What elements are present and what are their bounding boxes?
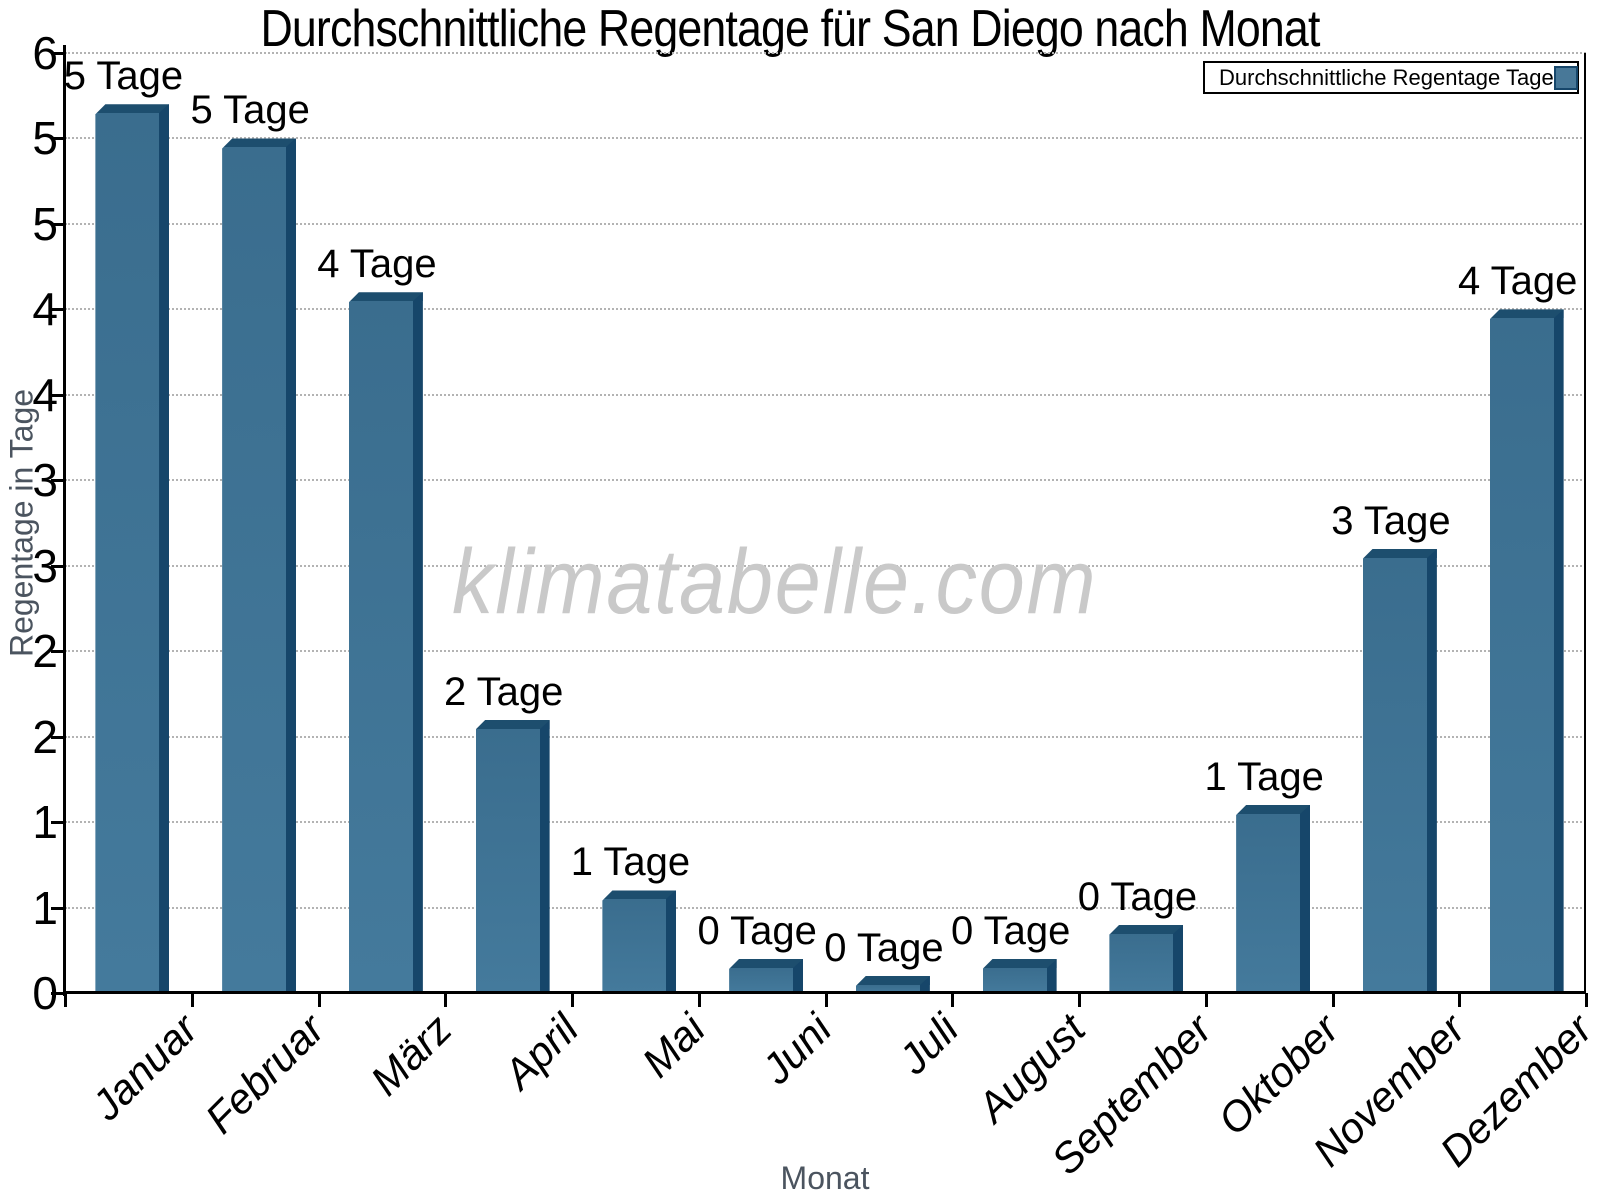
x-tick-mark [1204, 993, 1208, 1007]
y-tick-label: 5 [32, 112, 58, 165]
bar-value-label: 4 Tage [317, 242, 437, 287]
plot-right-border [1584, 53, 1586, 993]
y-tick-label: 1 [32, 881, 58, 934]
x-category-label: August [968, 1005, 1094, 1131]
legend: Durchschnittliche Regentage Tage [1203, 61, 1579, 94]
bar-value-label: 1 Tage [570, 840, 691, 885]
bar [1236, 805, 1311, 993]
watermark: klimatabelle.com [452, 531, 1098, 633]
bar [475, 719, 550, 993]
x-tick-mark [444, 993, 448, 1007]
y-tick-mark [51, 735, 65, 739]
x-tick-mark [317, 993, 321, 1007]
x-category-label: Juli [889, 1005, 968, 1083]
x-tick-mark [951, 993, 955, 1007]
bar [95, 104, 170, 993]
y-tick-label: 2 [32, 710, 58, 763]
y-axis-line [63, 45, 66, 996]
y-tick-mark [51, 992, 65, 995]
x-axis-title: Monat [780, 1160, 870, 1196]
y-tick-mark [51, 52, 65, 55]
bar-value-label: 2 Tage [443, 669, 564, 714]
y-tick-mark [51, 137, 65, 141]
gridline [65, 479, 1586, 482]
x-tick-mark [64, 993, 67, 1007]
bar-value-label: 0 Tage [697, 908, 817, 953]
y-tick-mark [51, 393, 65, 397]
gridline [65, 393, 1586, 396]
bar [1109, 924, 1184, 993]
bar [348, 292, 423, 993]
x-tick-mark [1458, 993, 1462, 1007]
y-tick-label: 6 [32, 27, 58, 79]
bar [1489, 309, 1564, 993]
y-tick-label: 4 [32, 368, 58, 421]
bar [602, 890, 677, 993]
y-tick-label: 4 [32, 283, 58, 336]
x-tick-mark [824, 993, 828, 1007]
y-tick-mark [51, 308, 65, 312]
y-tick-label: 5 [32, 197, 58, 250]
x-tick-mark [1078, 993, 1081, 1007]
y-tick-mark [51, 650, 65, 654]
x-category-label: Februar [196, 1005, 334, 1143]
x-tick-mark [190, 993, 194, 1007]
gridline [65, 52, 1586, 54]
bar-value-label: 4 Tage [1457, 259, 1578, 304]
bar-value-label: 3 Tage [1331, 498, 1451, 543]
x-tick-mark [571, 993, 574, 1007]
bar-value-label: 0 Tage [824, 925, 944, 970]
gridline [65, 308, 1586, 311]
gridline [65, 564, 1586, 567]
x-tick-mark [697, 993, 701, 1007]
legend-swatch [1553, 65, 1578, 90]
x-category-label: März [360, 1005, 461, 1105]
bar-value-label: 0 Tage [1077, 874, 1198, 919]
x-category-label: Januar [82, 1005, 207, 1130]
y-tick-mark [51, 564, 65, 568]
x-category-label: Juni [752, 1005, 841, 1093]
legend-label: Durchschnittliche Regentage Tage [1219, 64, 1554, 90]
bar [982, 958, 1057, 993]
x-category-label: Mai [632, 1005, 714, 1087]
chart-title: Durchschnittliche Regentage für San Dieg… [260, 0, 1320, 58]
bar [222, 138, 297, 993]
y-tick-mark [51, 821, 65, 825]
x-category-label: April [494, 1005, 587, 1098]
y-tick-mark [51, 222, 65, 226]
y-tick-mark [51, 906, 65, 910]
y-tick-label: 0 [32, 967, 58, 1019]
y-tick-label: 2 [32, 625, 58, 678]
gridline [65, 821, 1586, 824]
y-tick-label: 3 [32, 454, 58, 507]
gridline [65, 137, 1586, 140]
bar [1362, 548, 1437, 993]
gridline [65, 735, 1586, 738]
x-tick-mark [1331, 993, 1335, 1007]
y-tick-label: 3 [32, 539, 58, 592]
gridline [65, 906, 1586, 909]
y-tick-label: 1 [32, 796, 58, 849]
bar [729, 958, 804, 993]
gridline [65, 650, 1586, 653]
y-tick-mark [51, 479, 65, 483]
bar [855, 975, 930, 993]
bar-value-label: 1 Tage [1204, 755, 1324, 799]
bar-value-label: 5 Tage [190, 88, 310, 133]
bar-value-label: 0 Tage [950, 908, 1071, 953]
gridline [65, 222, 1586, 225]
x-tick-mark [1585, 993, 1588, 1007]
bar-value-label: 5 Tage [63, 54, 184, 99]
x-axis-line [63, 991, 1586, 994]
